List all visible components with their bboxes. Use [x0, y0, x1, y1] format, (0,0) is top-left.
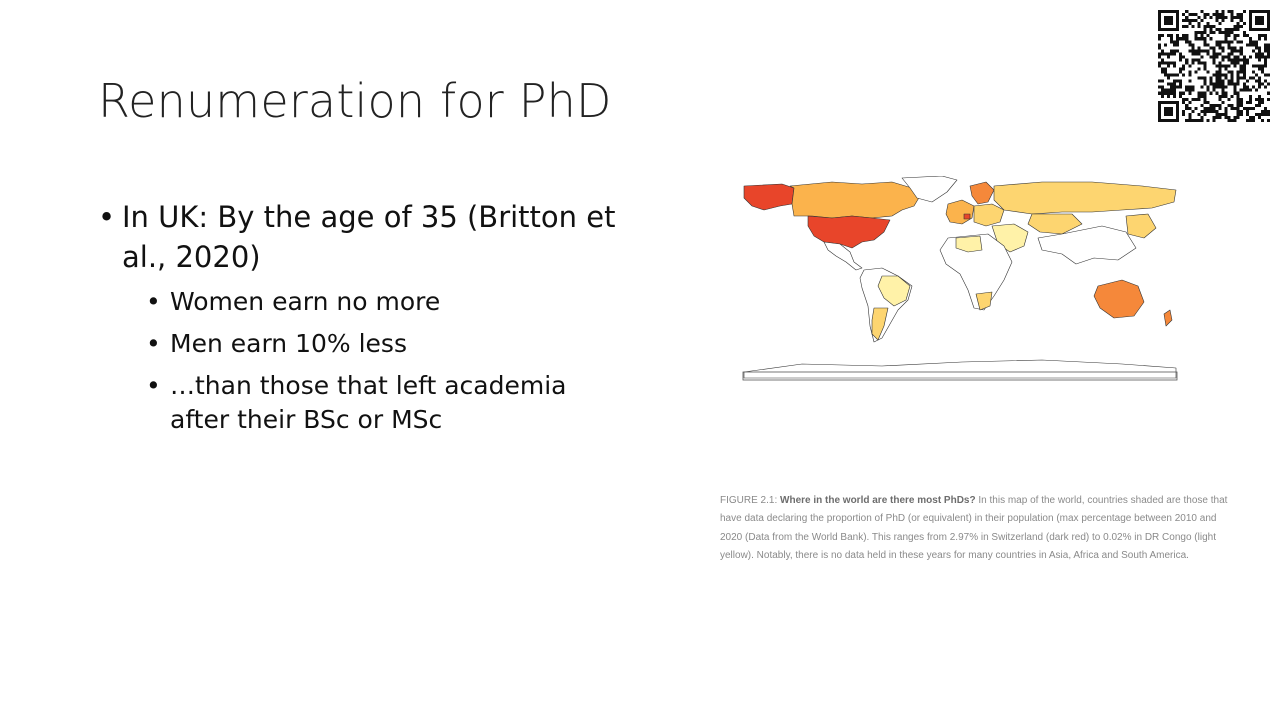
bullet-list: • In UK: By the age of 35 (Britton et al… [98, 197, 618, 445]
map-region-brazil [877, 275, 911, 307]
map-region-canada [789, 181, 921, 219]
sub-bullet-text: …than those that left academia after the… [170, 371, 567, 434]
map-region-new-zealand [1163, 309, 1173, 327]
bullet-dot-icon: • [146, 371, 161, 400]
sub-bullet: • Women earn no more [146, 285, 618, 319]
map-region-east-asia [1125, 213, 1157, 239]
map-region-usa [807, 215, 891, 249]
caption-bold: Where in the world are there most PhDs? [780, 495, 976, 506]
map-region-russia [993, 181, 1177, 215]
world-map [742, 176, 1178, 381]
bullet-main: • In UK: By the age of 35 (Britton et al… [98, 197, 618, 277]
map-region-switzerland [963, 213, 971, 220]
map-region-asia [1037, 225, 1137, 265]
qr-code-icon[interactable] [1158, 10, 1270, 122]
bullet-dot-icon: • [98, 200, 116, 234]
sub-bullet-text: Men earn 10% less [170, 329, 407, 358]
map-region-north-africa [955, 235, 983, 253]
map-region-south-africa [975, 291, 993, 311]
map-region-greenland [901, 176, 958, 203]
map-region-scandinavia [969, 181, 995, 205]
caption-label: FIGURE 2.1: [720, 495, 781, 506]
map-region-antarctica [743, 359, 1177, 379]
caption-text: In this map of the world, countries shad… [720, 495, 1228, 562]
sub-bullet: • …than those that left academia after t… [146, 369, 618, 437]
bullet-dot-icon: • [146, 329, 161, 358]
sub-bullet: • Men earn 10% less [146, 327, 618, 361]
map-region-argentina [871, 307, 889, 341]
sub-bullet-list: • Women earn no more • Men earn 10% less… [146, 285, 618, 437]
bullet-dot-icon: • [146, 287, 161, 316]
sub-bullet-text: Women earn no more [170, 287, 441, 316]
map-region-australia [1093, 279, 1145, 319]
figure-caption: FIGURE 2.1: Where in the world are there… [720, 492, 1238, 566]
bullet-main-text: In UK: By the age of 35 (Britton et al.,… [122, 200, 616, 274]
slide-title: Renumeration for PhD [98, 74, 612, 128]
map-region-africa [939, 233, 1013, 311]
map-region-mexico [823, 241, 863, 271]
map-region-alaska [743, 183, 795, 211]
map-region-europe-east [973, 203, 1005, 227]
